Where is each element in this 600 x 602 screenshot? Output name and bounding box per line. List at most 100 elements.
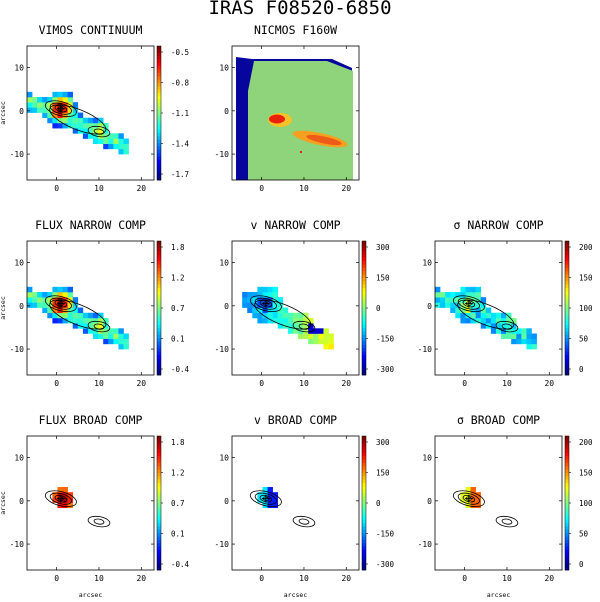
colorbar-tick-label: 0 [376, 499, 381, 508]
contour-line [452, 295, 485, 313]
map-pixel [123, 138, 129, 144]
map-pixel [67, 112, 74, 119]
colorbar-segment [157, 509, 161, 514]
map-pixel [501, 317, 507, 324]
panel-title: NICMOS F160W [254, 23, 337, 37]
colorbar-segment [157, 56, 161, 60]
colorbar-tick-label: 0.1 [171, 530, 185, 539]
colorbar-segment [362, 328, 366, 332]
colorbar-segment [565, 506, 569, 511]
map-pixel [460, 312, 466, 319]
colorbar-segment [157, 482, 161, 487]
map-pixel [277, 312, 284, 319]
map-pixel [440, 302, 446, 308]
colorbar-tick-label: 150 [579, 274, 593, 283]
map-pixel [267, 497, 273, 503]
colorbar-segment [565, 334, 569, 339]
map-pixel [118, 343, 124, 350]
contour-line [298, 518, 310, 525]
y-tick-label: -10 [215, 150, 230, 159]
y-tick-label: 0 [224, 107, 229, 116]
colorbar-segment [157, 59, 161, 64]
nicmos-nucleus [269, 114, 285, 124]
colorbar-segment [157, 166, 161, 171]
map-pixel [252, 292, 258, 298]
colorbar-segment [157, 133, 161, 137]
colorbar-segment [565, 539, 569, 544]
map-pixel [257, 497, 263, 503]
map-pixel [490, 312, 497, 319]
colorbar-segment [157, 281, 161, 285]
colorbar-tick-label: 1.2 [171, 274, 185, 283]
x-tick-label: 20 [544, 574, 554, 583]
x-axis-label: arcsec [487, 591, 511, 599]
map-pixel [531, 338, 537, 345]
map-pixel [67, 317, 74, 324]
colorbar-segment [157, 284, 161, 289]
x-tick-label: 20 [136, 379, 146, 388]
map-pixel [318, 333, 324, 339]
colorbar-segment [362, 509, 366, 514]
plot-frame-bg [435, 436, 562, 570]
y-tick-label: 0 [19, 497, 24, 506]
map-pixel [108, 328, 114, 334]
x-tick-label: 10 [502, 574, 512, 583]
y-tick-label: 0 [427, 497, 432, 506]
map-pixel [262, 312, 268, 319]
colorbar-segment [362, 314, 366, 319]
map-pixel [52, 112, 58, 119]
map-pixel [262, 292, 268, 298]
colorbar-segment [362, 371, 366, 376]
colorbar-tick-label: -150 [376, 335, 395, 344]
map-pixel [526, 333, 532, 339]
colorbar-segment [157, 499, 161, 504]
colorbar-segment [157, 553, 161, 557]
map-pixel [62, 112, 68, 119]
map-pixel [27, 286, 33, 293]
colorbar-segment [157, 358, 161, 362]
colorbar-tick-label: -150 [376, 530, 395, 539]
map-pixel [52, 91, 58, 98]
map-pixel [272, 286, 279, 293]
colorbar-segment [565, 476, 569, 480]
map-pixel [57, 317, 63, 324]
map-pixel [98, 117, 104, 124]
y-axis-label: arcsec [0, 296, 7, 320]
map-pixel [47, 307, 53, 314]
x-tick-label: 10 [299, 379, 309, 388]
map-pixel [282, 312, 289, 319]
colorbar-segment [362, 267, 366, 272]
contour-line [44, 490, 77, 508]
colorbar-tick-label: 100 [579, 304, 593, 313]
y-tick-label: 10 [219, 64, 229, 73]
map-pixel [257, 292, 263, 298]
y-tick-label: -10 [10, 540, 25, 549]
colorbar-tick-label: -0.4 [171, 365, 190, 374]
map-pixel [57, 91, 63, 98]
colorbar-segment [157, 479, 161, 484]
map-pixel [257, 317, 263, 324]
colorbar-segment [565, 523, 569, 527]
colorbar-segment [565, 446, 569, 450]
map-pixel [475, 302, 482, 308]
map-pixel [37, 102, 43, 108]
colorbar-segment [157, 506, 161, 511]
map-pixel [82, 317, 89, 324]
map-pixel [475, 502, 482, 509]
map-pixel [445, 302, 451, 308]
map-pixel [470, 286, 476, 293]
map-pixel [485, 317, 492, 324]
colorbar-segment [565, 348, 569, 352]
map-pixel [267, 307, 273, 314]
colorbar-tick-label: -0.5 [171, 48, 189, 57]
colorbar-tick-label: -1.4 [171, 140, 190, 149]
y-tick-label: -10 [215, 345, 230, 354]
map-pixel [262, 286, 268, 293]
map-pixel [506, 312, 512, 319]
map-pixel [47, 112, 53, 119]
map-pixel [62, 91, 68, 98]
colorbar-segment [362, 254, 366, 259]
map-pixel [113, 143, 119, 150]
map-pixel [82, 133, 89, 139]
map-pixel [37, 292, 43, 298]
